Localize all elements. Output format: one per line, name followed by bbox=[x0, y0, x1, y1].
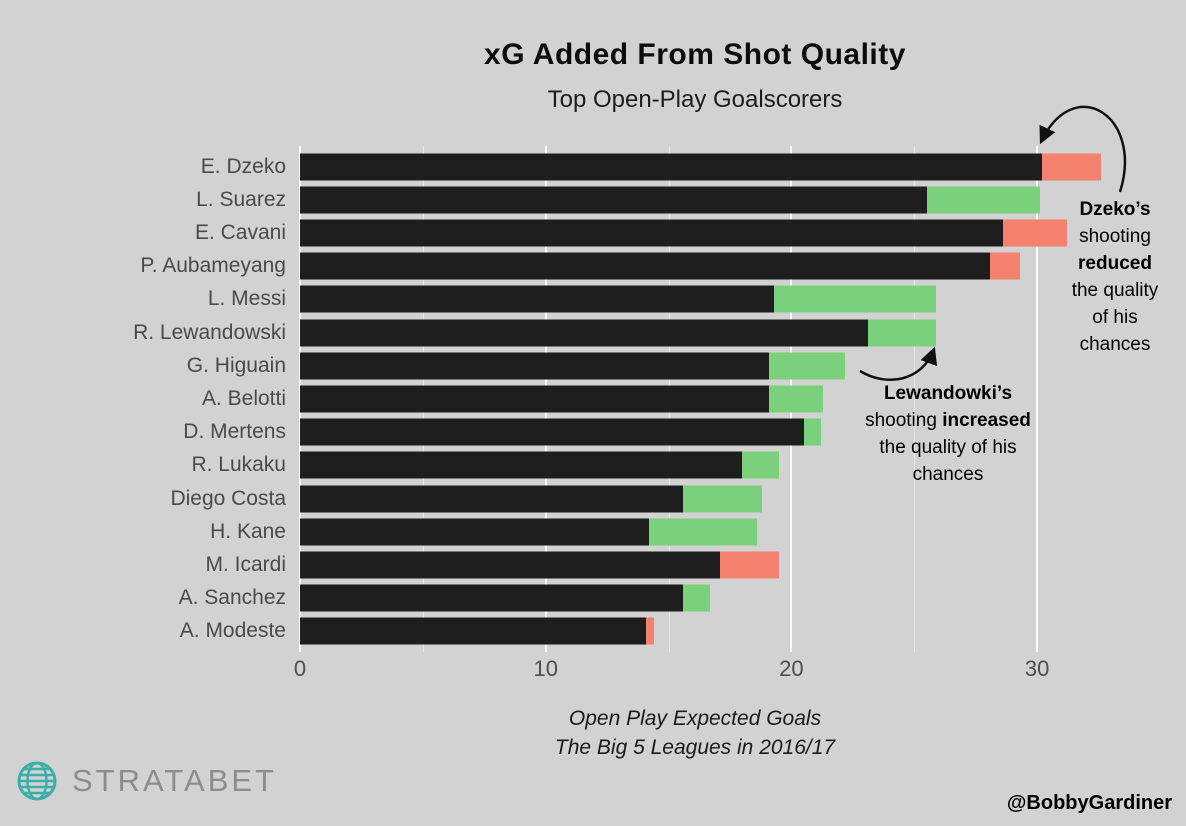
x-tick-label-30: 30 bbox=[1024, 656, 1050, 681]
annotation-lew-line4: chances bbox=[912, 464, 984, 485]
bar-row: L. Messi bbox=[208, 283, 1160, 316]
annotation-dzeko-line3: reduced bbox=[1078, 253, 1152, 274]
bar-segment-increased bbox=[683, 485, 762, 513]
bar-segment-reduced bbox=[990, 252, 1020, 280]
bar-row: A. Modeste bbox=[180, 615, 1160, 648]
stratabet-globe-icon bbox=[17, 761, 57, 801]
player-label: A. Modeste bbox=[179, 619, 286, 643]
x-tick-label-0: 0 bbox=[293, 656, 307, 681]
bar-segment-base bbox=[300, 252, 991, 280]
x-axis: 0 10 20 30 bbox=[294, 656, 1160, 684]
axis-caption: Open Play Expected Goals The Big 5 Leagu… bbox=[210, 704, 1180, 762]
annotation-dzeko-line5: of his bbox=[1092, 307, 1138, 328]
bar-segment-base bbox=[300, 518, 649, 546]
caption-line-2: The Big 5 Leagues in 2016/17 bbox=[554, 736, 836, 759]
bar-segment-increased bbox=[867, 319, 937, 347]
bar-segment-increased bbox=[742, 451, 780, 479]
player-label: Diego Costa bbox=[170, 486, 286, 510]
player-label: E. Cavani bbox=[194, 220, 286, 244]
bar-segment-increased bbox=[648, 518, 758, 546]
brand-name: STRATABET bbox=[72, 763, 277, 798]
chart-title: xG Added From Shot Quality bbox=[484, 38, 906, 71]
player-label: R. Lukaku bbox=[191, 453, 286, 477]
gridline-x-30 bbox=[1036, 146, 1039, 652]
player-label: A. Sanchez bbox=[178, 586, 286, 610]
player-label: H. Kane bbox=[210, 519, 286, 543]
bar-segment-reduced bbox=[646, 617, 654, 645]
bar-segment-base bbox=[300, 584, 684, 612]
annotation-lew-line3: the quality of his bbox=[879, 437, 1017, 458]
chart-subtitle: Top Open-Play Goalscorers bbox=[547, 86, 843, 113]
bar-row: A. Belotti bbox=[202, 382, 1160, 415]
bar-row: P. Aubameyang bbox=[140, 250, 1160, 283]
bar-segment-base bbox=[300, 319, 868, 347]
bar-row: E. Cavani bbox=[195, 216, 1160, 249]
player-label: D. Mertens bbox=[183, 420, 286, 444]
bar-segment-increased bbox=[683, 584, 711, 612]
bar-segment-reduced bbox=[1002, 219, 1067, 247]
bar-segment-increased bbox=[774, 285, 937, 313]
annotation-lew-line1: Lewandowki’s bbox=[883, 383, 1013, 404]
player-label: A. Belotti bbox=[201, 386, 286, 410]
bar-segment-increased bbox=[803, 418, 821, 446]
bar-row: L. Suarez bbox=[196, 183, 1160, 216]
bar-row: D. Mertens bbox=[183, 416, 1160, 449]
annotation-dzeko-line4: the quality bbox=[1071, 280, 1159, 301]
bar-row: Diego Costa bbox=[170, 482, 1160, 515]
bar-segment-base bbox=[300, 385, 770, 413]
annotation-lew-line2b: increased bbox=[942, 410, 1031, 431]
x-tick-label-10: 10 bbox=[533, 656, 558, 681]
author-credit: @BobbyGardiner bbox=[1006, 792, 1172, 814]
annotation-dzeko-line2: shooting bbox=[1079, 226, 1151, 247]
annotation-lewandowski: Lewandowki’s shooting increased the qual… bbox=[836, 380, 1060, 488]
bar-row: G. Higuain bbox=[187, 349, 1160, 382]
bar-row: E. Dzeko bbox=[201, 150, 1160, 183]
player-label: M. Icardi bbox=[205, 552, 286, 576]
bar-segment-base bbox=[300, 418, 804, 446]
gridline-x-25 bbox=[914, 146, 916, 652]
annotation-dzeko-line1: Dzeko’s bbox=[1079, 199, 1151, 220]
player-label: P. Aubameyang bbox=[140, 254, 286, 278]
bar-row: R. Lewandowski bbox=[133, 316, 1160, 349]
bar-row: R. Lukaku bbox=[191, 449, 1160, 482]
player-label: L. Messi bbox=[207, 287, 286, 311]
bar-segment-increased bbox=[926, 186, 1040, 214]
annotation-dzeko-line6: chances bbox=[1079, 334, 1151, 355]
bar-segment-base bbox=[300, 186, 927, 214]
bar-segment-increased bbox=[769, 352, 846, 380]
bar-segment-base bbox=[300, 485, 684, 513]
bar-row: A. Sanchez bbox=[179, 582, 1160, 615]
bar-segment-base bbox=[300, 551, 721, 579]
x-tick-label-20: 20 bbox=[779, 656, 804, 681]
bar-segment-reduced bbox=[720, 551, 780, 579]
bar-segment-base bbox=[300, 352, 770, 380]
bar-segment-base bbox=[300, 153, 1043, 181]
annotation-lew-line2a: shooting bbox=[865, 410, 943, 431]
bar-segment-reduced bbox=[1042, 153, 1102, 181]
annotation-lew-line2: shooting increased bbox=[836, 407, 1060, 434]
bar-segment-increased bbox=[769, 385, 824, 413]
bar-segment-base bbox=[300, 219, 1003, 247]
player-label: E. Dzeko bbox=[200, 154, 286, 178]
bar-row: M. Icardi bbox=[205, 548, 1160, 581]
bar-segment-base bbox=[300, 617, 647, 645]
player-label: L. Suarez bbox=[196, 187, 286, 211]
bar-row: H. Kane bbox=[210, 515, 1160, 548]
chart-panel: E. Dzeko L. Suarez E. Cavani P. Aubameyang L… bbox=[133, 146, 1160, 652]
player-label: R. Lewandowski bbox=[133, 320, 286, 344]
annotation-dzeko: Dzeko’s shooting reduced the quality of … bbox=[1052, 196, 1178, 358]
bar-segment-base bbox=[300, 451, 743, 479]
player-label: G. Higuain bbox=[186, 353, 286, 377]
brand-lockup: STRATABET bbox=[14, 758, 277, 804]
caption-line-1: Open Play Expected Goals bbox=[568, 707, 822, 730]
bar-segment-base bbox=[300, 285, 775, 313]
